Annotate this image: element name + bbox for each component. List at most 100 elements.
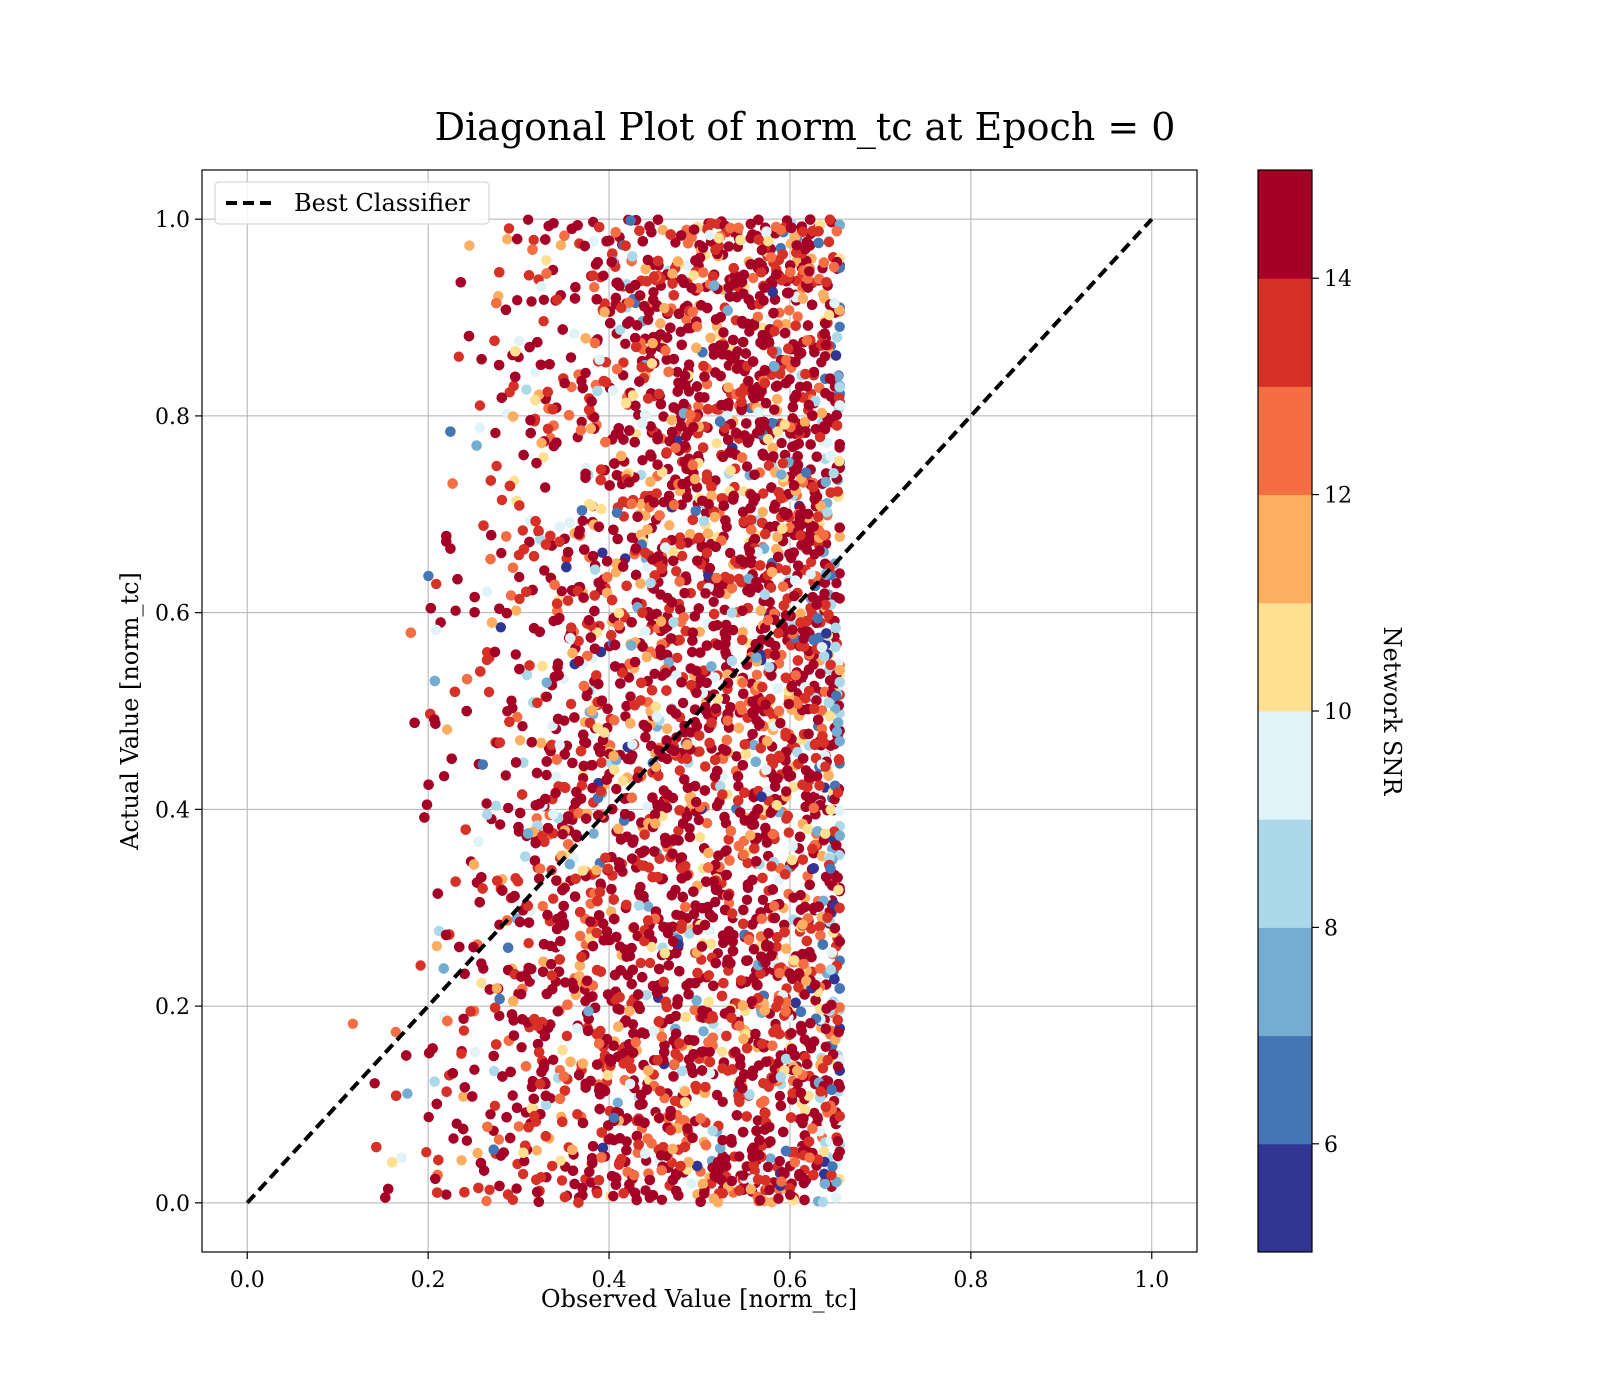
scatter-point <box>805 923 817 934</box>
scatter-point <box>672 366 683 378</box>
scatter-point <box>723 834 734 845</box>
scatter-point <box>402 1088 413 1099</box>
scatter-point <box>476 958 487 969</box>
scatter-point <box>453 351 464 362</box>
scatter-point <box>490 427 501 439</box>
scatter-point <box>540 482 551 493</box>
scatter-point <box>708 596 719 607</box>
scatter-point <box>834 321 845 332</box>
scatter-point <box>516 1042 527 1053</box>
scatter-point <box>700 761 711 772</box>
scatter-point <box>423 1111 434 1123</box>
scatter-point <box>347 1018 359 1029</box>
scatter-point <box>646 941 657 953</box>
scatter-point <box>644 957 656 969</box>
scatter-point <box>481 647 493 658</box>
scatter-point <box>792 311 803 322</box>
scatter-point <box>481 586 493 597</box>
scatter-point <box>517 525 528 536</box>
scatter-point <box>502 234 513 245</box>
scatter-point <box>481 798 492 809</box>
scatter-point <box>456 1048 467 1059</box>
scatter-point <box>731 751 742 762</box>
scatter-point <box>834 568 845 579</box>
scatter-point <box>538 316 549 327</box>
scatter-point <box>637 455 648 466</box>
scatter-point <box>693 401 704 412</box>
scatter-point <box>538 452 549 463</box>
scatter-point <box>762 1161 774 1173</box>
scatter-point <box>539 565 550 576</box>
scatter-point <box>776 437 787 449</box>
scatter-point <box>689 1004 700 1016</box>
scatter-point <box>495 819 506 830</box>
scatter-point <box>670 237 681 248</box>
scatter-point <box>645 421 656 432</box>
scatter-point <box>621 1113 633 1124</box>
scatter-point <box>763 460 775 471</box>
scatter-point <box>496 494 508 506</box>
scatter-point <box>531 1145 542 1156</box>
scatter-point <box>472 1147 483 1159</box>
scatter-point <box>572 1109 583 1120</box>
scatter-point <box>770 543 782 555</box>
scatter-point <box>677 550 688 562</box>
scatter-point <box>656 1194 668 1206</box>
scatter-point <box>512 295 523 306</box>
scatter-point <box>696 954 707 965</box>
scatter-point <box>748 272 759 284</box>
scatter-point <box>788 781 800 793</box>
scatter-point <box>490 800 501 811</box>
scatter-point <box>575 930 586 942</box>
scatter-point <box>648 287 659 298</box>
scatter-point <box>774 1090 786 1102</box>
scatter-point <box>541 255 552 266</box>
scatter-point <box>569 328 580 339</box>
scatter-point <box>672 652 683 663</box>
scatter-point <box>779 919 790 930</box>
scatter-point <box>741 461 753 472</box>
scatter-point <box>592 1188 603 1199</box>
scatter-point <box>698 1026 709 1037</box>
scatter-point <box>703 970 715 981</box>
scatter-point <box>820 1041 831 1053</box>
scatter-point <box>685 528 696 540</box>
scatter-point <box>461 1135 473 1146</box>
scatter-point <box>817 1196 829 1208</box>
scatter-point <box>556 586 567 597</box>
scatter-point <box>621 700 632 712</box>
scatter-point <box>559 1191 571 1203</box>
scatter-point <box>489 1100 501 1112</box>
scatter-point <box>720 646 731 658</box>
scatter-point <box>514 571 525 583</box>
scatter-point <box>513 1121 525 1132</box>
scatter-point <box>671 909 682 920</box>
scatter-point <box>503 223 515 234</box>
scatter-point <box>495 622 506 633</box>
scatter-point <box>511 605 522 616</box>
scatter-point <box>500 770 511 781</box>
scatter-point <box>577 1182 588 1194</box>
scatter-point <box>431 578 442 590</box>
scatter-point <box>671 566 682 577</box>
scatter-point <box>489 1065 500 1077</box>
scatter-point <box>469 1064 480 1075</box>
scatter-point <box>431 940 442 952</box>
scatter-point <box>783 827 794 838</box>
scatter-point <box>522 214 534 225</box>
scatter-point <box>523 938 534 949</box>
scatter-point <box>510 649 521 660</box>
scatter-point <box>722 669 733 680</box>
scatter-point <box>649 668 660 679</box>
scatter-point <box>514 735 526 746</box>
scatter-point <box>458 1091 469 1102</box>
scatter-point <box>493 1134 505 1145</box>
scatter-point <box>711 438 722 449</box>
scatter-point <box>612 1097 623 1108</box>
scatter-point <box>507 1090 518 1101</box>
scatter-point <box>538 294 550 305</box>
scatter-point <box>834 593 845 604</box>
scatter-point <box>741 894 753 905</box>
scatter-point <box>573 635 584 647</box>
scatter-point <box>819 351 831 362</box>
